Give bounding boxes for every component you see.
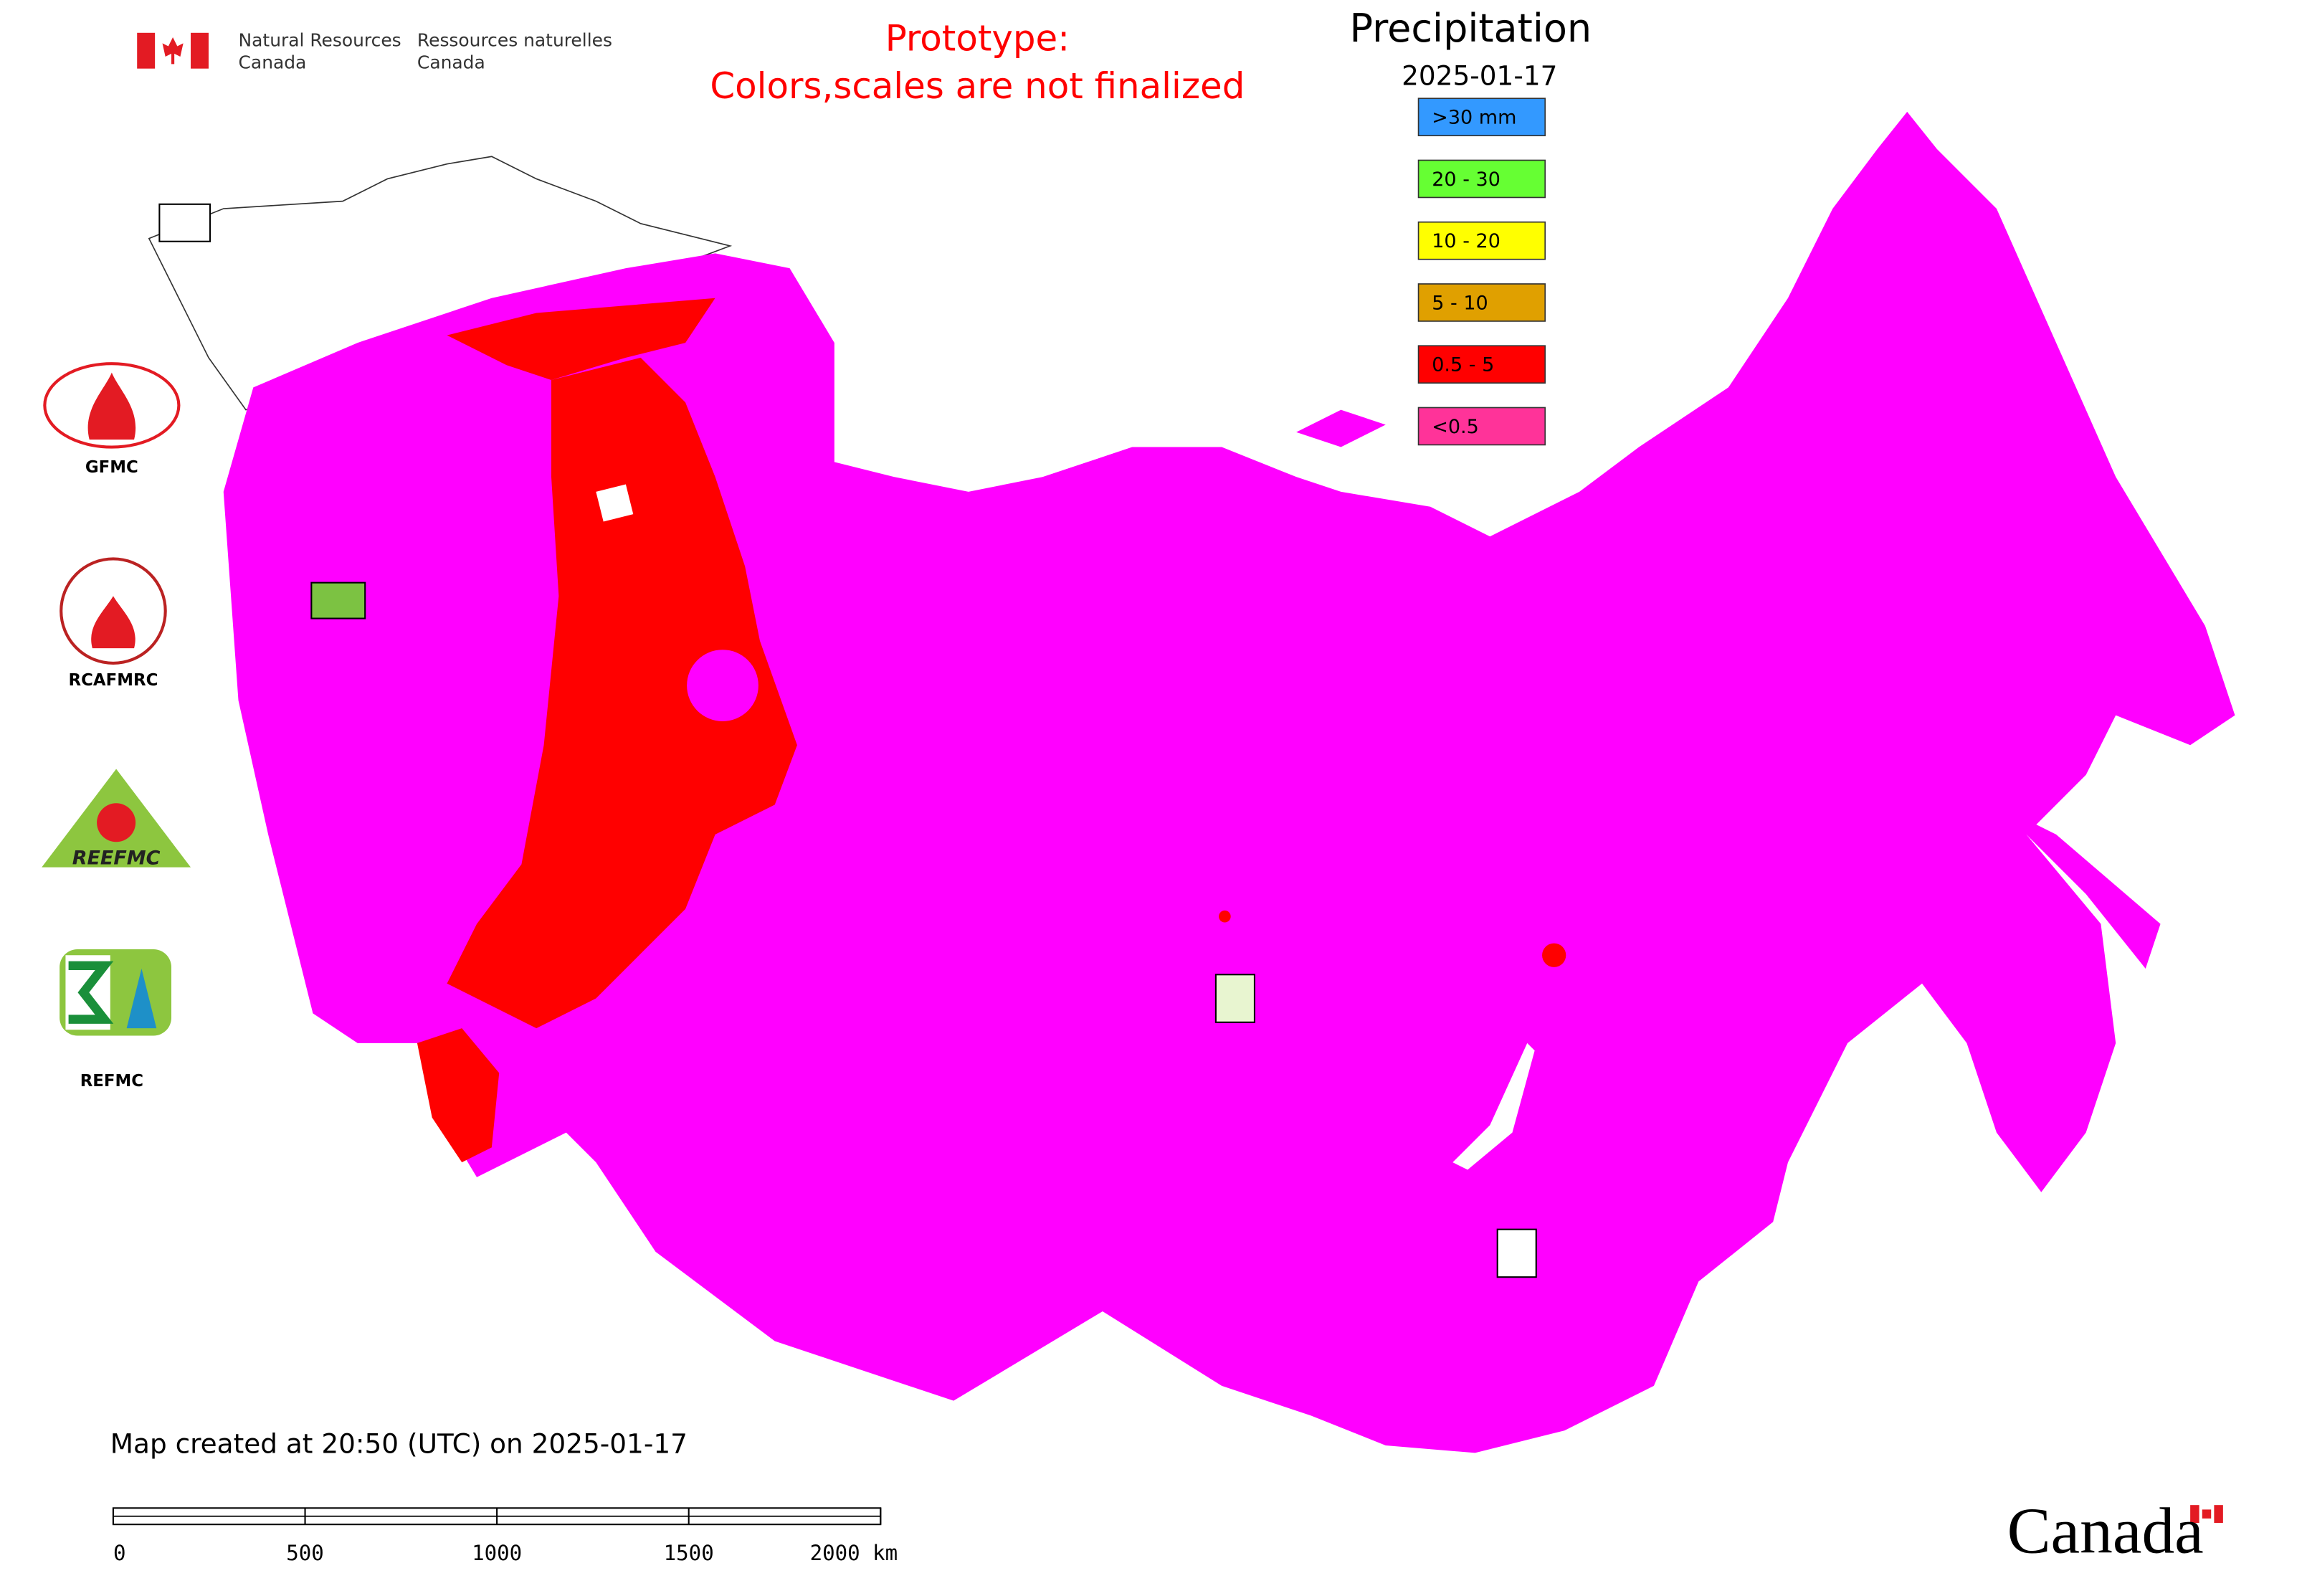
- region-red: [447, 298, 715, 381]
- station-icon: [310, 581, 366, 619]
- region-red: [447, 357, 797, 1029]
- lake: [596, 484, 634, 522]
- legend-swatch: [1417, 221, 1546, 260]
- logo-label: GFMC: [85, 458, 138, 477]
- logo: [60, 557, 167, 665]
- region-low: [223, 111, 2235, 1453]
- island: [1996, 804, 2161, 969]
- logo-label: REFMC: [80, 1072, 143, 1091]
- wordmark: Canada: [2007, 1495, 2204, 1567]
- lake: [1452, 1042, 1535, 1170]
- logo-label: RCAFMRC: [69, 671, 158, 690]
- island: [968, 447, 1133, 537]
- flag: [137, 32, 209, 69]
- island: [1296, 409, 1386, 447]
- station-icon: [158, 203, 211, 242]
- logo: [43, 362, 181, 449]
- legend-title: Precipitation: [1349, 6, 1592, 51]
- notice: Colors,scales are not finalized: [710, 65, 1245, 107]
- legend-swatch: [1417, 98, 1546, 137]
- region-red: [1219, 910, 1231, 923]
- scale-label: 2000 km: [810, 1541, 898, 1565]
- logo: [60, 949, 172, 1036]
- region-red: [417, 1028, 500, 1163]
- legend: >30 mm 20 - 30 10 - 20 5 - 10 0.5 - 5 <0.5: [1417, 98, 1546, 446]
- legend-label: 0.5 - 5: [1432, 354, 1494, 376]
- station-icon: [1214, 974, 1255, 1023]
- legend-swatch: [1417, 345, 1546, 384]
- legend-label: 10 - 20: [1432, 230, 1500, 252]
- scale-label: 1500: [664, 1541, 714, 1565]
- wordmark-flag: [2190, 1505, 2223, 1524]
- logo: [42, 769, 191, 868]
- legend-swatch: [1417, 159, 1546, 199]
- legend-date: 2025-01-17: [1402, 60, 1557, 92]
- legend-swatch: [1417, 283, 1546, 322]
- region-red: [1542, 943, 1566, 967]
- created-note: Map created at 20:50 (UTC) on 2025-01-17: [110, 1428, 688, 1459]
- agency-text: Natural Resources: [239, 29, 401, 50]
- legend-label: 20 - 30: [1432, 168, 1500, 191]
- scale-bar: 0 500 1000 1500 2000 km: [112, 1507, 898, 1565]
- station-icon: [1496, 1228, 1537, 1278]
- agency-text: Ressources naturelles: [417, 29, 612, 50]
- region-low: [687, 650, 758, 721]
- legend-label: 5 - 10: [1432, 292, 1488, 314]
- legend-swatch: [1417, 407, 1546, 446]
- agency-text: Canada: [417, 52, 485, 73]
- agency-text: Canada: [239, 52, 307, 73]
- scale-label: 500: [286, 1541, 324, 1565]
- scale-label: 0: [113, 1541, 126, 1565]
- logo-text: REEFMC: [72, 847, 161, 869]
- legend-label: <0.5: [1432, 416, 1479, 438]
- legend-label: >30 mm: [1432, 107, 1516, 129]
- notice: Prototype:: [885, 18, 1070, 60]
- scale-label: 1000: [472, 1541, 522, 1565]
